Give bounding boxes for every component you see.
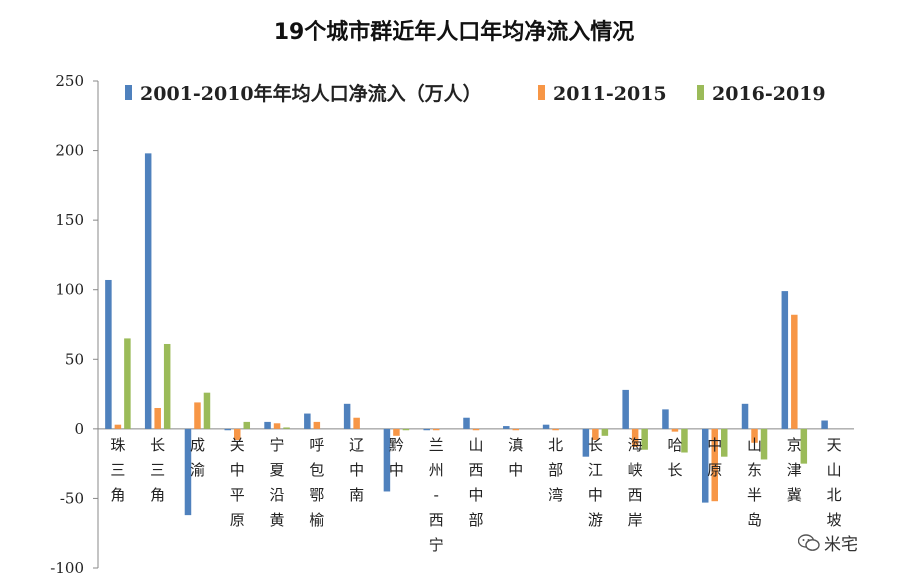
bar-1-关中平原 xyxy=(224,428,232,431)
category-label: 哈长 xyxy=(667,436,682,479)
y-tick-label: 250 xyxy=(55,72,84,90)
category-label: 兰州-西宁 xyxy=(429,436,444,554)
bar-2-山西中部 xyxy=(472,428,480,431)
bar-3-宁夏沿黄 xyxy=(283,427,290,429)
legend-swatch-3 xyxy=(697,85,704,100)
legend-label-1: 2001-2010年年均人口净流入（万人） xyxy=(140,82,482,105)
bar-3-珠三角 xyxy=(124,338,131,429)
category-label: 长三角 xyxy=(150,436,165,504)
bar-3-黔中 xyxy=(402,428,410,431)
category-label: 滇中 xyxy=(508,436,523,479)
bar-1-成渝 xyxy=(184,428,192,516)
wechat-icon xyxy=(798,533,820,551)
bars xyxy=(105,153,828,516)
category-label: 呼包鄂榆 xyxy=(309,436,324,529)
bar-2-辽中南 xyxy=(353,417,360,429)
legend: 2001-2010年年均人口净流入（万人） 2011-2015 2016-2019 xyxy=(125,82,826,105)
bar-1-滇中 xyxy=(503,426,510,429)
category-label: 关中平原 xyxy=(230,436,245,529)
bar-3-中原 xyxy=(720,428,728,457)
bar-2-兰州-西宁 xyxy=(432,428,440,431)
bar-1-京津冀 xyxy=(781,291,789,429)
bar-2-京津冀 xyxy=(791,314,798,429)
bar-1-山东半岛 xyxy=(741,403,749,429)
bar-3-长江中游 xyxy=(601,428,609,436)
bar-1-黔中 xyxy=(383,428,391,492)
bar-2-宁夏沿黄 xyxy=(273,423,281,429)
y-tick-label: -100 xyxy=(50,559,84,577)
category-label: 天山北坡 xyxy=(827,436,842,529)
category-label: 成渝 xyxy=(190,436,205,479)
category-labels: 珠三角 长三角 成渝 关中平原 宁夏沿黄 呼包鄂榆 辽中南 黔中 兰州-西宁 山西中部 滇中 北部湾 长… xyxy=(110,436,841,554)
bar-2-呼包鄂榆 xyxy=(313,421,321,429)
bar-1-海峡西岸 xyxy=(622,389,629,429)
bar-2-成渝 xyxy=(194,402,201,429)
bar-1-中原 xyxy=(701,428,709,503)
bar-1-北部湾 xyxy=(542,424,550,429)
bar-2-关中平原 xyxy=(234,428,241,440)
bar-1-辽中南 xyxy=(343,403,351,429)
bar-1-长三角 xyxy=(144,153,152,429)
category-label: 山西中部 xyxy=(468,436,483,529)
legend-label-2: 2011-2015 xyxy=(553,83,667,105)
bar-1-呼包鄂榆 xyxy=(304,413,311,429)
bar-3-关中平原 xyxy=(243,421,251,429)
category-label: 宁夏沿黄 xyxy=(270,436,285,529)
category-label: 珠三角 xyxy=(110,436,125,504)
bar-2-海峡西岸 xyxy=(631,428,639,447)
bar-1-兰州-西宁 xyxy=(423,428,430,431)
bar-2-滇中 xyxy=(512,428,520,431)
axes: 250 200 150 100 50 0 -50 -100 xyxy=(50,72,854,577)
category-label: 海峡西岸 xyxy=(628,436,643,529)
y-tick-label: 0 xyxy=(74,420,84,438)
watermark-text: 米宅 xyxy=(824,535,858,555)
category-label: 京津冀 xyxy=(787,436,802,504)
bar-2-哈长 xyxy=(671,428,679,432)
bar-1-天山北坡 xyxy=(821,420,828,429)
y-tick-label: 50 xyxy=(65,350,84,368)
y-tick-label: 100 xyxy=(55,281,84,299)
bar-2-北部湾 xyxy=(552,428,559,431)
bar-2-黔中 xyxy=(393,428,400,436)
bar-1-哈长 xyxy=(662,409,669,429)
bar-1-珠三角 xyxy=(105,279,112,429)
bar-3-海峡西岸 xyxy=(641,428,648,450)
bar-2-长江中游 xyxy=(592,428,599,440)
legend-label-3: 2016-2019 xyxy=(712,83,826,105)
bar-2-中原 xyxy=(711,428,718,502)
chart-title: 19个城市群近年人口年均净流入情况 xyxy=(273,20,635,45)
y-tick-label: 150 xyxy=(55,211,84,229)
category-label: 黔中 xyxy=(389,436,404,479)
category-label: 中原 xyxy=(707,436,722,479)
y-tick-label: 200 xyxy=(55,142,84,160)
category-label: 山东半岛 xyxy=(747,436,762,529)
category-label: 辽中南 xyxy=(349,436,364,504)
legend-swatch-1 xyxy=(125,85,132,100)
legend-swatch-2 xyxy=(538,85,545,100)
category-label: 北部湾 xyxy=(548,436,563,504)
watermark: 米宅 xyxy=(798,530,858,555)
bar-2-长三角 xyxy=(154,407,161,429)
bar-1-长江中游 xyxy=(582,428,590,457)
bar-3-哈长 xyxy=(681,428,688,453)
category-label: 长江中游 xyxy=(588,436,603,529)
bar-1-宁夏沿黄 xyxy=(264,421,271,429)
bar-3-山东半岛 xyxy=(760,428,768,460)
bar-3-京津冀 xyxy=(800,428,808,464)
bar-3-成渝 xyxy=(203,392,211,429)
y-tick-label: -50 xyxy=(60,489,84,507)
bar-2-山东半岛 xyxy=(751,428,758,443)
bar-2-珠三角 xyxy=(114,424,122,429)
bar-1-山西中部 xyxy=(463,417,470,429)
bar-3-长三角 xyxy=(163,343,171,429)
